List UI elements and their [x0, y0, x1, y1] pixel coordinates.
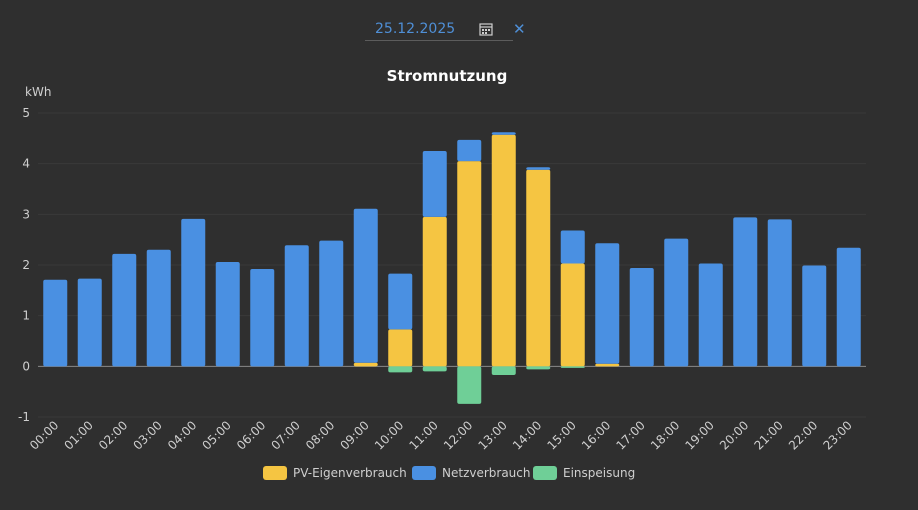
bar-einspeisung-11:00[interactable] [422, 366, 447, 372]
y-tick-label: 1 [22, 309, 30, 323]
x-tick-label: 18:00 [648, 418, 682, 452]
bar-netzverbrauch-14:00[interactable] [526, 167, 551, 170]
x-tick-label: 01:00 [62, 418, 96, 452]
bar-netzverbrauch-22:00[interactable] [802, 265, 827, 367]
bar-einspeisung-12:00[interactable] [457, 366, 482, 404]
x-tick-label: 11:00 [407, 418, 441, 452]
x-tick-label: 02:00 [96, 418, 130, 452]
x-tick-label: 20:00 [717, 418, 751, 452]
bar-pv-eigenverbrauch-09:00[interactable] [353, 362, 378, 367]
x-tick-label: 03:00 [131, 418, 165, 452]
legend-swatch-einspeisung[interactable] [533, 466, 557, 480]
bar-einspeisung-15:00[interactable] [560, 366, 585, 368]
bar-netzverbrauch-19:00[interactable] [698, 263, 723, 367]
y-tick-label: 2 [22, 258, 30, 272]
x-tick-label: 10:00 [372, 418, 406, 452]
legend-label[interactable]: Netzverbrauch [442, 466, 531, 480]
x-tick-label: 22:00 [786, 418, 820, 452]
y-tick-label: 0 [22, 359, 30, 373]
bar-netzverbrauch-04:00[interactable] [181, 218, 206, 367]
bar-netzverbrauch-02:00[interactable] [112, 253, 137, 367]
bar-pv-eigenverbrauch-10:00[interactable] [388, 329, 413, 367]
x-tick-label: 08:00 [303, 418, 337, 452]
legend-label[interactable]: Einspeisung [563, 466, 635, 480]
bar-pv-eigenverbrauch-13:00[interactable] [491, 134, 516, 367]
bar-netzverbrauch-10:00[interactable] [388, 273, 413, 330]
x-tick-label: 12:00 [441, 418, 475, 452]
bar-pv-eigenverbrauch-16:00[interactable] [595, 363, 620, 367]
legend-swatch-pv-eigenverbrauch[interactable] [263, 466, 287, 480]
bar-pv-eigenverbrauch-11:00[interactable] [422, 216, 447, 367]
x-tick-label: 19:00 [683, 418, 717, 452]
bar-netzverbrauch-20:00[interactable] [733, 217, 758, 367]
bar-netzverbrauch-16:00[interactable] [595, 243, 620, 364]
x-tick-label: 16:00 [579, 418, 613, 452]
bar-netzverbrauch-21:00[interactable] [767, 219, 792, 367]
bar-netzverbrauch-08:00[interactable] [319, 240, 344, 367]
bar-netzverbrauch-15:00[interactable] [560, 230, 585, 264]
date-input[interactable]: 25.12.2025 [365, 18, 513, 41]
x-tick-label: 07:00 [269, 418, 303, 452]
x-tick-label: 21:00 [752, 418, 786, 452]
bar-netzverbrauch-18:00[interactable] [664, 238, 689, 367]
bar-pv-eigenverbrauch-14:00[interactable] [526, 169, 551, 367]
bar-pv-eigenverbrauch-15:00[interactable] [560, 263, 585, 367]
bar-netzverbrauch-01:00[interactable] [77, 278, 102, 367]
x-tick-label: 15:00 [545, 418, 579, 452]
bar-netzverbrauch-06:00[interactable] [250, 269, 275, 367]
x-tick-label: 05:00 [200, 418, 234, 452]
bar-netzverbrauch-03:00[interactable] [146, 249, 171, 367]
bar-netzverbrauch-23:00[interactable] [836, 247, 861, 367]
x-tick-label: 09:00 [338, 418, 372, 452]
bar-netzverbrauch-09:00[interactable] [353, 208, 378, 363]
x-tick-label: 00:00 [27, 418, 61, 452]
legend-swatch-netzverbrauch[interactable] [412, 466, 436, 480]
y-tick-label: 5 [22, 106, 30, 120]
y-tick-label: 4 [22, 157, 30, 171]
x-tick-label: 06:00 [234, 418, 268, 452]
chart-title: Stromnutzung [387, 67, 508, 85]
date-value: 25.12.2025 [375, 21, 456, 37]
bar-netzverbrauch-11:00[interactable] [422, 151, 447, 217]
calendar-icon[interactable] [479, 22, 493, 36]
bar-pv-eigenverbrauch-12:00[interactable] [457, 161, 482, 367]
clear-date-icon[interactable]: ✕ [513, 20, 526, 38]
bar-netzverbrauch-07:00[interactable] [284, 245, 309, 367]
x-tick-label: 17:00 [614, 418, 648, 452]
x-tick-label: 14:00 [510, 418, 544, 452]
bar-netzverbrauch-00:00[interactable] [43, 279, 68, 367]
bar-netzverbrauch-12:00[interactable] [457, 139, 482, 162]
x-tick-label: 23:00 [821, 418, 855, 452]
x-tick-label: 13:00 [476, 418, 510, 452]
x-tick-label: 04:00 [165, 418, 199, 452]
legend-label[interactable]: PV-Eigenverbrauch [293, 466, 407, 480]
bar-netzverbrauch-17:00[interactable] [629, 268, 654, 367]
bar-einspeisung-10:00[interactable] [388, 366, 413, 373]
bar-netzverbrauch-13:00[interactable] [491, 132, 516, 135]
y-axis-unit-label: kWh [25, 85, 51, 99]
y-tick-label: -1 [18, 410, 30, 424]
bar-einspeisung-14:00[interactable] [526, 366, 551, 370]
bar-netzverbrauch-05:00[interactable] [215, 261, 240, 367]
date-picker: 25.12.2025 ✕ [365, 18, 526, 42]
bar-einspeisung-13:00[interactable] [491, 366, 516, 375]
y-tick-label: 3 [22, 207, 30, 221]
